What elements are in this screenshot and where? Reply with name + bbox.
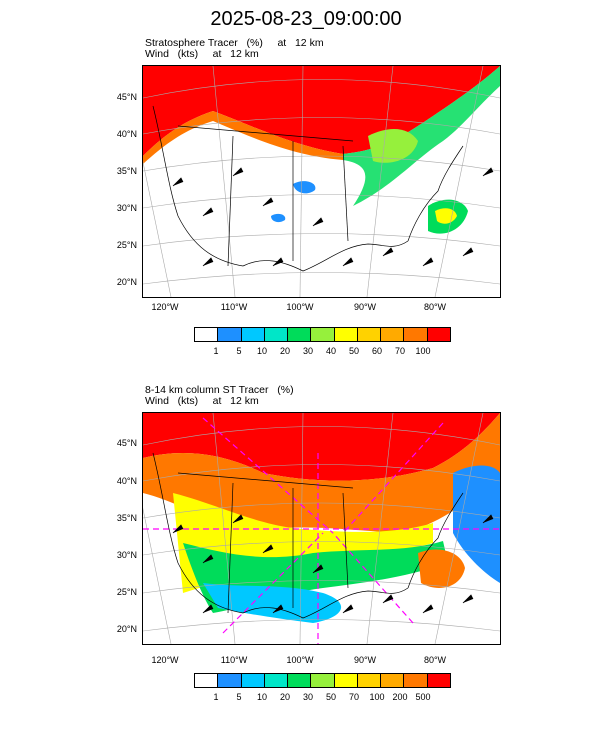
colorbar-label: 50 (325, 692, 336, 702)
colorbar-label: 1 (213, 346, 219, 356)
wind-barbs (172, 167, 494, 267)
tracer-field-red (143, 413, 500, 481)
lat-label: 45°N (116, 438, 137, 448)
lat-label: 40°N (116, 129, 137, 139)
colorbar-label: 5 (236, 346, 242, 356)
coastlines (152, 105, 464, 272)
colorbar-swatch (357, 328, 382, 341)
colorbar-label: 20 (279, 692, 290, 702)
colorbar-swatch (311, 328, 335, 341)
colorbar-swatch (357, 674, 382, 687)
colorbar-swatch (288, 674, 312, 687)
lat-label: 30°N (116, 550, 137, 560)
colorbar-swatch (264, 328, 289, 341)
coastlines (152, 452, 464, 619)
lat-label: 40°N (116, 476, 137, 486)
colorbar-swatch (427, 674, 450, 687)
lon-label: 90°W (353, 302, 377, 312)
tracer-field-blue-east (453, 465, 500, 583)
page-title: 2025-08-23_09:00:00 (210, 8, 402, 30)
colorbar-1 (194, 327, 451, 342)
colorbar-label: 1 (213, 692, 219, 702)
lon-label: 110°W (220, 302, 248, 312)
tracer-field-orange-east (418, 549, 465, 588)
colorbar-label: 100 (415, 346, 431, 356)
colorbar-label: 70 (394, 346, 405, 356)
colorbar-label: 40 (325, 346, 336, 356)
lat-label: 20°N (116, 277, 137, 287)
lon-label: 90°W (353, 655, 377, 665)
lat-label: 25°N (116, 240, 137, 250)
lon-label: 120°W (151, 655, 179, 665)
colorbar-swatch (264, 674, 289, 687)
colorbar-swatch (195, 674, 219, 687)
panel-2-title: 8-14 km column ST Tracer (%) (145, 384, 294, 396)
panel-1-title: Stratosphere Tracer (%) at 12 km (145, 37, 324, 49)
colorbar-label: 10 (256, 692, 267, 702)
lon-label: 120°W (151, 302, 179, 312)
colorbar-swatch (195, 328, 219, 341)
colorbar-swatch (241, 328, 265, 341)
colorbar-label: 500 (415, 692, 431, 702)
lon-label: 80°W (423, 302, 447, 312)
lat-label: 25°N (116, 587, 137, 597)
lon-label: 100°W (286, 302, 314, 312)
colorbar-swatch (241, 674, 265, 687)
colorbar-label: 200 (392, 692, 408, 702)
colorbar-swatch (334, 674, 358, 687)
map-2-canvas (143, 413, 500, 644)
colorbar-label: 20 (279, 346, 290, 356)
colorbar-label: 70 (348, 692, 359, 702)
colorbar-label: 100 (369, 692, 385, 702)
colorbar-label: 30 (302, 346, 313, 356)
wind-barbs (172, 514, 494, 614)
colorbar-label: 5 (236, 692, 242, 702)
tracer-field-red (143, 66, 500, 156)
tracer-field-cyan (203, 583, 342, 623)
panel-1-subtitle: Wind (kts) at 12 km (145, 48, 259, 60)
colorbar-swatch (288, 328, 312, 341)
colorbar-swatch (334, 328, 358, 341)
colorbar-swatch (404, 674, 428, 687)
panel-2-subtitle: Wind (kts) at 12 km (145, 395, 259, 407)
colorbar-swatch (404, 328, 428, 341)
tracer-field-yellow (368, 129, 418, 163)
tracer-field-blob-east-2 (435, 208, 457, 224)
colorbar-swatch (381, 328, 405, 341)
colorbar-swatch (427, 328, 450, 341)
colorbar-swatch (218, 328, 242, 341)
colorbar-swatch (381, 674, 405, 687)
lat-label: 35°N (116, 513, 137, 523)
lat-label: 35°N (116, 166, 137, 176)
lat-label: 45°N (116, 92, 137, 102)
colorbar-label: 50 (348, 346, 359, 356)
colorbar-swatch (311, 674, 335, 687)
tracer-field-blue (293, 181, 316, 194)
map-1-canvas (143, 66, 500, 297)
lon-label: 80°W (423, 655, 447, 665)
lon-label: 100°W (286, 655, 314, 665)
colorbar-label: 10 (256, 346, 267, 356)
lat-label: 20°N (116, 624, 137, 634)
colorbar-label: 60 (371, 346, 382, 356)
colorbar-2 (194, 673, 451, 688)
lat-label: 30°N (116, 203, 137, 213)
colorbar-swatch (218, 674, 242, 687)
tracer-field-green (343, 66, 500, 206)
lon-label: 110°W (220, 655, 248, 665)
map-panel-2 (142, 412, 501, 645)
colorbar-label: 30 (302, 692, 313, 702)
map-panel-1 (142, 65, 501, 298)
